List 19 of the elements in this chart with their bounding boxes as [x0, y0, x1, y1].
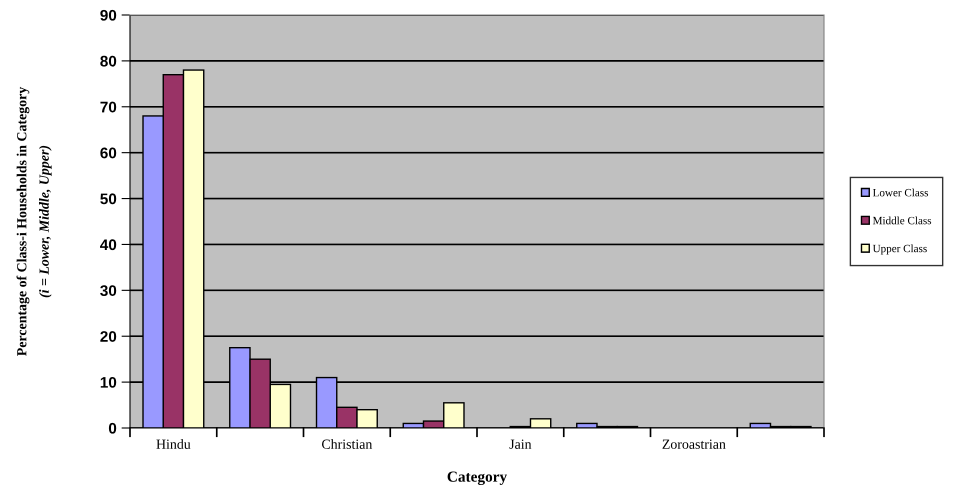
y-tick-label: 20	[100, 331, 116, 342]
x-tick-label: Jain	[509, 440, 532, 449]
y-tick-label: 40	[100, 239, 116, 250]
y-tick-label: 30	[100, 285, 116, 296]
y-tick-label: 50	[100, 193, 116, 204]
y-tick-label: 0	[108, 422, 116, 434]
x-tick-label: Hindu	[156, 439, 190, 449]
x-tick-label: Zoroastrian	[662, 440, 726, 449]
y-tick-label: 70	[100, 102, 116, 112]
y-tick-label: 60	[100, 148, 116, 158]
legend-label: Upper Class	[872, 244, 927, 254]
x-tick-label: Christian	[322, 439, 372, 449]
legend-label: Lower Class	[872, 188, 928, 196]
y-axis-title: Percentage of Class-i Households in Category (i = Lower, Middle, Upper)	[16, 86, 52, 356]
y-tick-label: 90	[100, 10, 116, 21]
y-tick-label: 10	[100, 376, 116, 388]
legend-label: Middle Class	[872, 216, 932, 224]
x-axis-title: Category	[448, 472, 507, 486]
y-tick-label: 80	[100, 56, 116, 67]
